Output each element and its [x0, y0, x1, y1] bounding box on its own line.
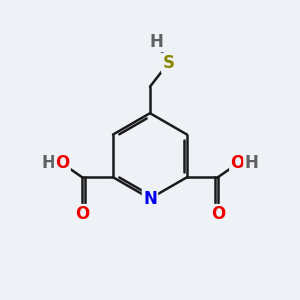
Text: H: H — [42, 154, 56, 172]
Text: O: O — [211, 205, 225, 223]
Text: S: S — [162, 54, 174, 72]
Text: O: O — [230, 154, 245, 172]
Text: N: N — [143, 190, 157, 208]
Text: H: H — [149, 33, 164, 51]
Text: H: H — [244, 154, 258, 172]
Text: O: O — [55, 154, 70, 172]
Text: O: O — [75, 205, 89, 223]
